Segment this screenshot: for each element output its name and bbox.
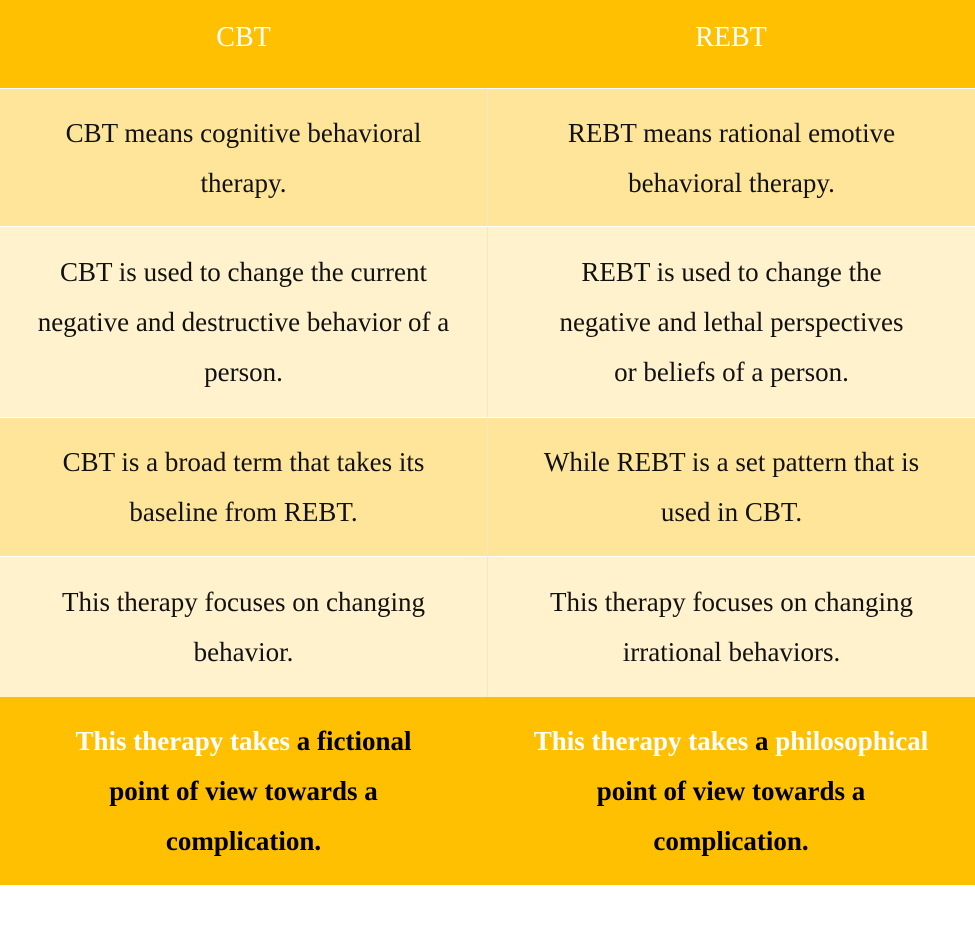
rebt-footer-text: This therapy takes a philosophical point… [527, 716, 935, 866]
cbt-footer-cell: This therapy takes a fictional point of … [0, 697, 487, 885]
footer-highlight-text: philosophical [775, 726, 929, 756]
footer-text: point of view towards a complication. [596, 776, 866, 856]
rebt-cell: REBT is used to change the negative and … [487, 227, 975, 417]
table-row: This therapy focuses on changing behavio… [0, 556, 975, 697]
footer-highlight-text: This therapy takes [75, 726, 291, 756]
comparison-table: CBT REBT CBT means cognitive behavioral … [0, 0, 975, 885]
footer-text: a [748, 726, 776, 756]
footer-highlight-text: This therapy takes [533, 726, 749, 756]
cbt-cell: CBT means cognitive behavioral therapy. [65, 117, 422, 198]
rebt-footer-cell: This therapy takes a philosophical point… [487, 697, 975, 885]
rebt-cell: While REBT is a set pattern that is used… [487, 418, 975, 556]
table-row: CBT is a broad term that takes its basel… [0, 417, 975, 556]
footer-text: fictional [317, 726, 412, 756]
cbt-cell: This therapy focuses on changing behavio… [62, 587, 425, 667]
rebt-cell: REBT means rational emotive behavioral t… [487, 89, 975, 226]
header-cbt: CBT [216, 22, 271, 53]
cbt-cell: CBT is used to change the current negati… [37, 257, 450, 387]
table-header-row: CBT REBT [0, 0, 975, 88]
footer-text: point of view towards a complication. [109, 776, 378, 856]
rebt-cell: This therapy focuses on changing irratio… [487, 557, 975, 697]
table-row: CBT is used to change the current negati… [0, 226, 975, 417]
header-rebt: REBT [695, 22, 767, 53]
table-row: CBT means cognitive behavioral therapy. … [0, 88, 975, 226]
cbt-footer-text: This therapy takes a fictional point of … [60, 716, 427, 866]
footer-text: a [290, 726, 318, 756]
cbt-cell: CBT is a broad term that takes its basel… [62, 447, 425, 527]
table-footer-row: This therapy takes a fictional point of … [0, 697, 975, 885]
